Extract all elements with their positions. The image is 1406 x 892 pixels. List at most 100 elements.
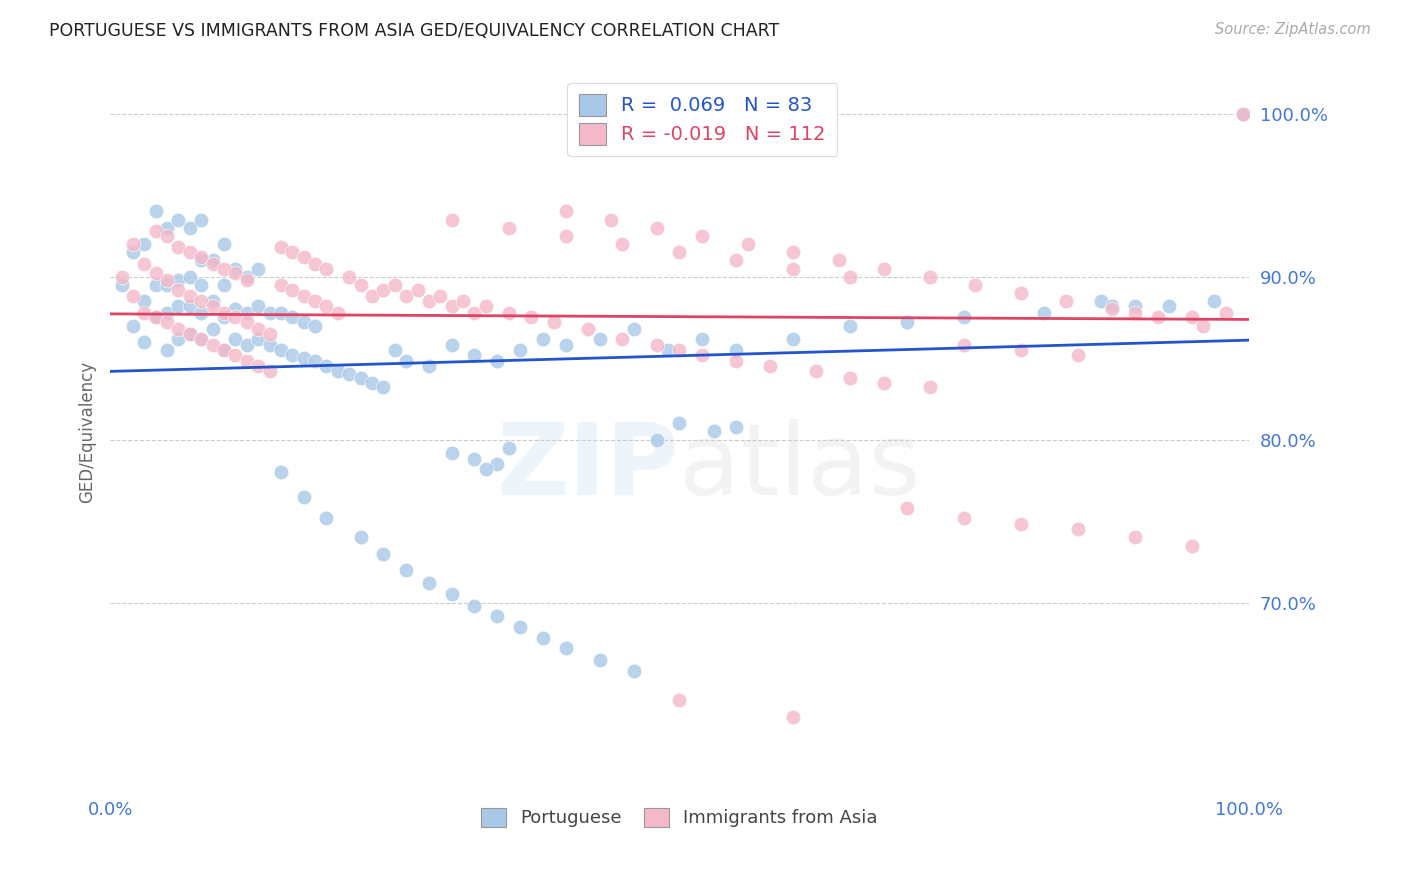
Point [475, 299, 498, 313]
Point [110, 269, 132, 284]
Point [1232, 106, 1254, 120]
Point [531, 332, 554, 346]
Point [873, 376, 896, 390]
Point [418, 576, 440, 591]
Point [247, 359, 270, 374]
Point [247, 299, 270, 313]
Point [953, 338, 976, 352]
Point [201, 253, 224, 268]
Point [1146, 310, 1168, 325]
Point [212, 343, 235, 357]
Point [645, 338, 668, 352]
Point [247, 322, 270, 336]
Point [201, 322, 224, 336]
Point [190, 294, 212, 309]
Point [668, 343, 690, 357]
Point [440, 338, 463, 352]
Point [576, 322, 599, 336]
Point [212, 305, 235, 319]
Point [167, 212, 190, 227]
Point [167, 332, 190, 346]
Point [145, 277, 167, 292]
Point [179, 269, 201, 284]
Point [179, 326, 201, 341]
Point [839, 269, 862, 284]
Point [236, 354, 259, 368]
Point [509, 620, 531, 634]
Point [156, 343, 179, 357]
Point [270, 277, 292, 292]
Point [839, 318, 862, 333]
Point [212, 310, 235, 325]
Point [1123, 299, 1146, 313]
Point [236, 305, 259, 319]
Point [554, 338, 576, 352]
Point [463, 305, 485, 319]
Point [167, 322, 190, 336]
Point [145, 266, 167, 280]
Point [156, 315, 179, 329]
Point [725, 354, 748, 368]
Point [304, 354, 326, 368]
Point [1123, 305, 1146, 319]
Point [623, 664, 645, 678]
Point [737, 237, 759, 252]
Point [167, 273, 190, 287]
Point [145, 224, 167, 238]
Point [486, 354, 509, 368]
Point [828, 253, 851, 268]
Point [1123, 530, 1146, 544]
Point [270, 343, 292, 357]
Point [690, 332, 713, 346]
Point [167, 299, 190, 313]
Point [247, 261, 270, 276]
Point [782, 261, 804, 276]
Point [326, 364, 349, 378]
Point [270, 305, 292, 319]
Point [145, 310, 167, 325]
Point [281, 348, 304, 362]
Point [1215, 305, 1237, 319]
Point [167, 240, 190, 254]
Point [236, 273, 259, 287]
Point [292, 289, 315, 303]
Point [873, 261, 896, 276]
Point [224, 332, 246, 346]
Point [1056, 294, 1078, 309]
Point [589, 332, 612, 346]
Point [1010, 517, 1032, 532]
Point [179, 299, 201, 313]
Point [725, 253, 748, 268]
Point [1101, 302, 1123, 317]
Point [134, 294, 156, 309]
Point [292, 351, 315, 365]
Point [315, 261, 337, 276]
Point [554, 204, 576, 219]
Point [259, 326, 281, 341]
Point [122, 245, 145, 260]
Point [486, 457, 509, 471]
Point [236, 315, 259, 329]
Point [953, 310, 976, 325]
Point [463, 599, 485, 613]
Point [167, 283, 190, 297]
Point [589, 652, 612, 666]
Point [1010, 343, 1032, 357]
Point [725, 419, 748, 434]
Point [122, 289, 145, 303]
Point [554, 228, 576, 243]
Point [395, 289, 418, 303]
Point [395, 354, 418, 368]
Point [520, 310, 543, 325]
Point [156, 220, 179, 235]
Point [1010, 285, 1032, 300]
Point [224, 348, 246, 362]
Point [509, 343, 531, 357]
Point [612, 332, 634, 346]
Point [212, 343, 235, 357]
Point [1157, 299, 1180, 313]
Point [224, 266, 246, 280]
Point [134, 334, 156, 349]
Point [1192, 318, 1215, 333]
Point [782, 332, 804, 346]
